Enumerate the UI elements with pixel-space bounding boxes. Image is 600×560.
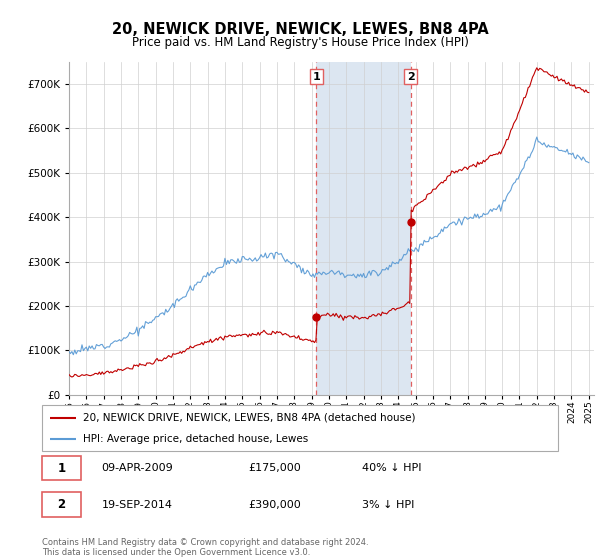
Text: 20, NEWICK DRIVE, NEWICK, LEWES, BN8 4PA: 20, NEWICK DRIVE, NEWICK, LEWES, BN8 4PA [112,22,488,38]
Text: Price paid vs. HM Land Registry's House Price Index (HPI): Price paid vs. HM Land Registry's House … [131,36,469,49]
Text: 2: 2 [407,72,415,82]
Text: Contains HM Land Registry data © Crown copyright and database right 2024.
This d: Contains HM Land Registry data © Crown c… [42,538,368,557]
Text: 3% ↓ HPI: 3% ↓ HPI [362,500,414,510]
Text: 1: 1 [313,72,320,82]
FancyBboxPatch shape [42,405,558,451]
FancyBboxPatch shape [42,456,80,480]
Text: £175,000: £175,000 [248,463,301,473]
Text: £390,000: £390,000 [248,500,301,510]
FancyBboxPatch shape [42,492,80,517]
Text: 1: 1 [57,461,65,475]
Text: 40% ↓ HPI: 40% ↓ HPI [362,463,421,473]
Text: 09-APR-2009: 09-APR-2009 [101,463,173,473]
Text: 2: 2 [57,498,65,511]
Text: HPI: Average price, detached house, Lewes: HPI: Average price, detached house, Lewe… [83,435,308,444]
Text: 19-SEP-2014: 19-SEP-2014 [101,500,172,510]
Text: 20, NEWICK DRIVE, NEWICK, LEWES, BN8 4PA (detached house): 20, NEWICK DRIVE, NEWICK, LEWES, BN8 4PA… [83,413,416,423]
Bar [316,62,410,395]
